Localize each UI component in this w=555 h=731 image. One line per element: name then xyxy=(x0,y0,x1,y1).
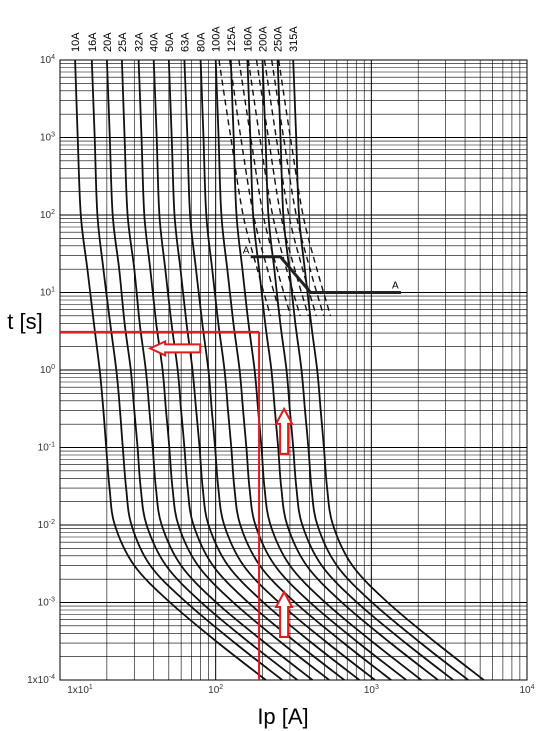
curve-rating-label: 315A xyxy=(288,26,300,52)
curve-rating-label: 63A xyxy=(179,32,191,52)
curve-rating-label: 16A xyxy=(87,32,99,52)
fuse-curve xyxy=(90,59,283,681)
x-tick-label: 1x101 xyxy=(67,684,93,696)
curve-rating-label: 125A xyxy=(226,26,238,52)
y-axis-title: t [s] xyxy=(7,309,42,334)
curves xyxy=(74,59,485,681)
tick-labels: 10A 16A 20A 25A 32A 40A 50A 63A 80A 100A 125A 160A 2… xyxy=(27,26,535,696)
fuse-curve xyxy=(106,59,298,681)
x-tick-label: 102 xyxy=(208,684,223,696)
y-tick-label: 100 xyxy=(40,364,55,376)
curve-rating-label: 10A xyxy=(70,32,82,52)
fuse-curve xyxy=(199,59,392,681)
fuse-curve xyxy=(276,59,469,681)
y-tick-label: 103 xyxy=(40,132,55,144)
curve-rating-label: 32A xyxy=(134,32,146,52)
limit-line-group: AA xyxy=(243,246,401,294)
grid xyxy=(59,59,528,681)
fuse-curve xyxy=(74,59,267,681)
fuse-curve xyxy=(214,59,407,681)
x-tick-label: 103 xyxy=(364,684,379,696)
fuse-curve xyxy=(152,59,345,681)
limit-marker-start: A xyxy=(243,246,250,257)
y-tick-label: 101 xyxy=(40,287,55,299)
curve-rating-label: 20A xyxy=(102,32,114,52)
fuse-curve-dashed xyxy=(229,59,282,316)
y-tick-label: 1x10-4 xyxy=(27,674,55,686)
y-tick-label: 10-2 xyxy=(38,519,55,531)
fuse-curve xyxy=(137,59,330,681)
y-tick-label: 102 xyxy=(40,209,55,221)
curve-rating-label: 50A xyxy=(164,32,176,52)
red-arrow-up xyxy=(274,589,294,638)
curve-rating-label: 25A xyxy=(117,32,129,52)
red-arrow-left xyxy=(147,339,202,357)
red-arrow-up xyxy=(274,406,294,455)
curve-rating-label: 100A xyxy=(211,26,223,52)
x-axis-title: Ip [A] xyxy=(257,704,308,729)
limit-marker-end: A xyxy=(392,281,399,292)
fuse-curve xyxy=(183,59,376,681)
curve-rating-label: 160A xyxy=(242,26,254,52)
annotation-group xyxy=(60,330,294,680)
y-tick-label: 10-3 xyxy=(38,597,55,609)
y-tick-label: 104 xyxy=(40,54,55,66)
fuse-curve xyxy=(292,59,485,681)
limit-line xyxy=(250,255,401,294)
y-tick-label: 10-1 xyxy=(38,442,55,454)
fuse-curve-dashed xyxy=(247,59,301,317)
fuse-curve xyxy=(121,59,314,681)
curve-rating-label: 80A xyxy=(196,32,208,52)
curve-rating-label: 250A xyxy=(273,26,285,52)
curve-rating-label: 40A xyxy=(149,32,161,52)
x-tick-label: 104 xyxy=(519,684,534,696)
curve-rating-label: 200A xyxy=(258,26,270,52)
